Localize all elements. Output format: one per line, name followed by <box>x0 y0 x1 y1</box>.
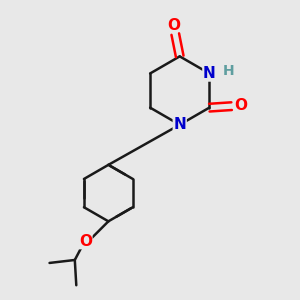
Text: N: N <box>173 117 186 132</box>
Text: O: O <box>167 18 180 33</box>
Text: H: H <box>223 64 235 78</box>
Text: O: O <box>234 98 247 113</box>
Text: N: N <box>203 66 216 81</box>
Text: O: O <box>79 234 92 249</box>
